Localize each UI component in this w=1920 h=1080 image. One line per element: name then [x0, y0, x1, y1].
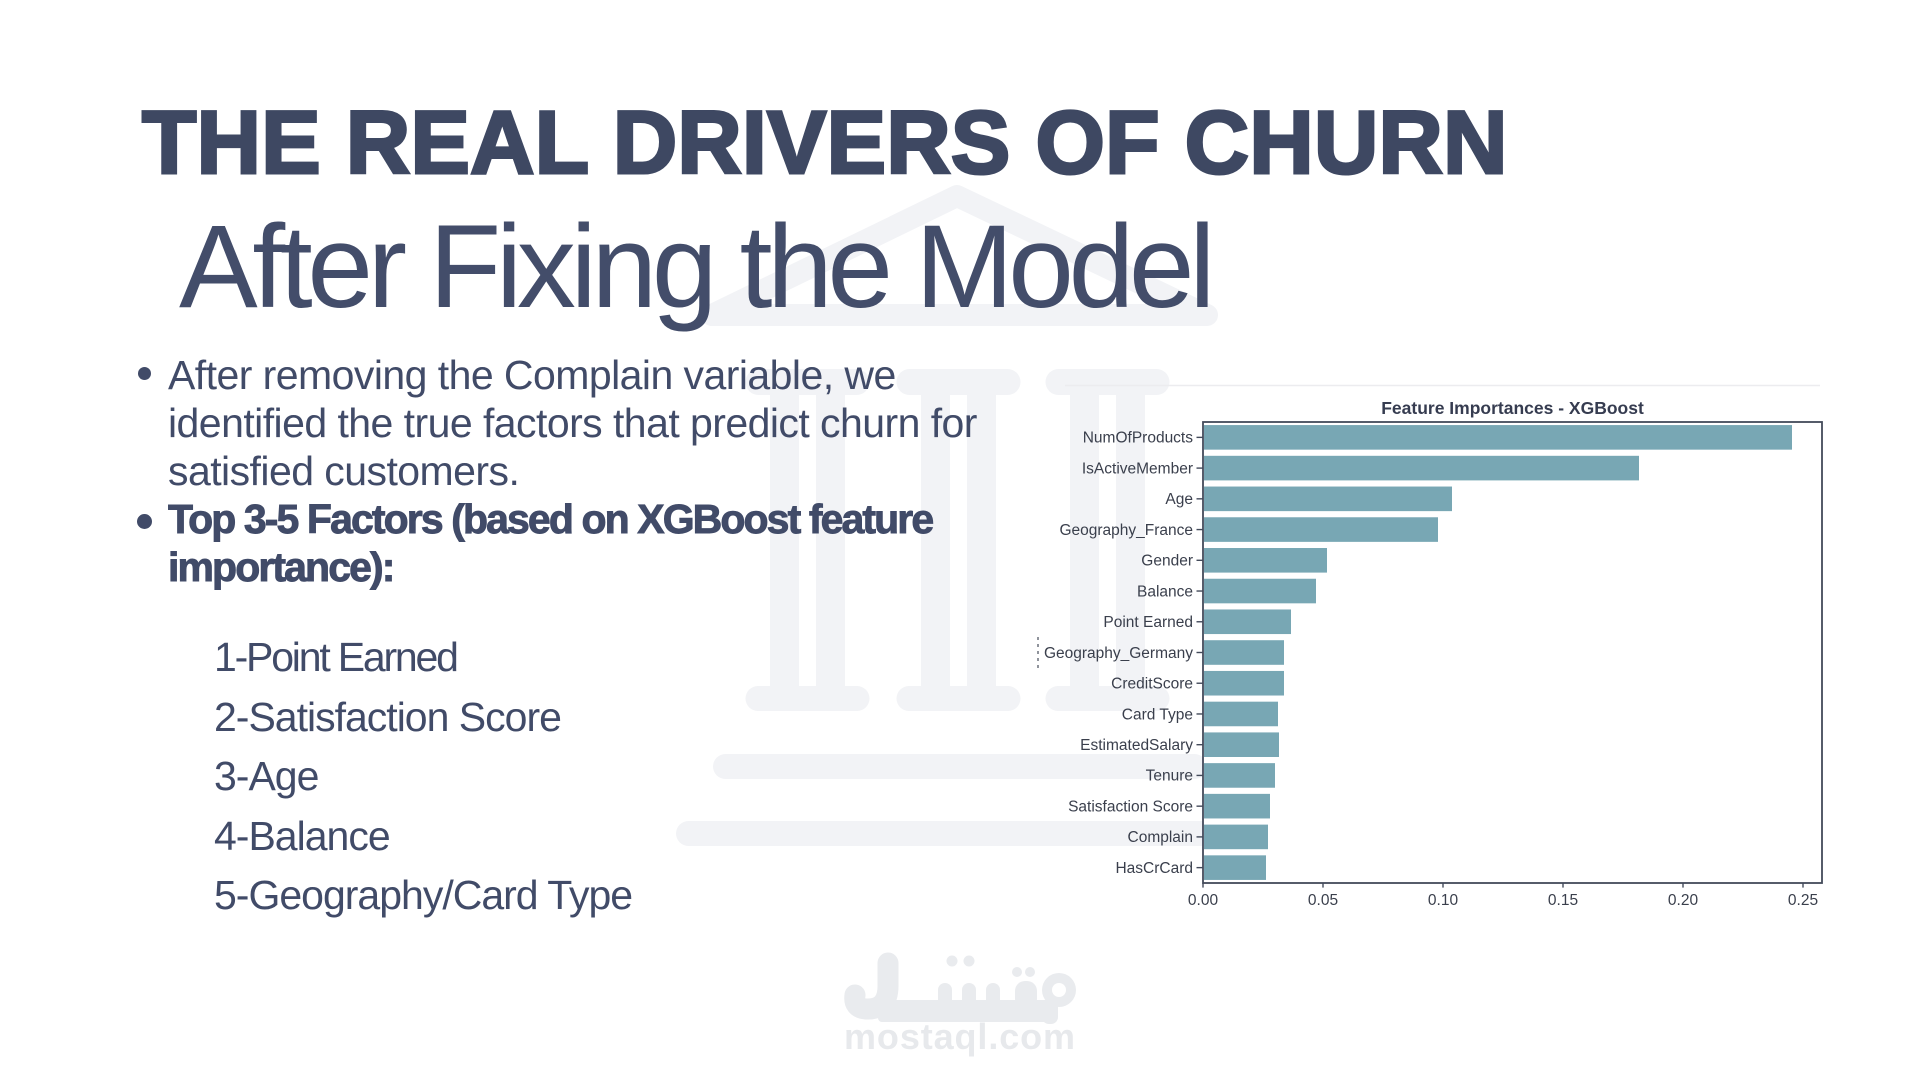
svg-text:Feature Importances - XGBoost: Feature Importances - XGBoost: [1381, 398, 1644, 418]
svg-text:mostaql.com: mostaql.com: [844, 1016, 1076, 1057]
svg-text:Point Earned: Point Earned: [1103, 614, 1193, 631]
svg-text:0.10: 0.10: [1428, 892, 1459, 909]
svg-text:0.05: 0.05: [1308, 892, 1338, 909]
svg-text:0.00: 0.00: [1188, 892, 1219, 909]
svg-text:CreditScore: CreditScore: [1111, 676, 1193, 693]
svg-text:NumOfProducts: NumOfProducts: [1083, 430, 1194, 447]
svg-text:HasCrCard: HasCrCard: [1115, 860, 1193, 877]
svg-text:Tenure: Tenure: [1146, 768, 1193, 785]
svg-text:0.15: 0.15: [1548, 892, 1578, 909]
svg-text:0.25: 0.25: [1788, 892, 1818, 909]
svg-text:Satisfaction Score: Satisfaction Score: [1068, 798, 1193, 815]
svg-text:Geography_France: Geography_France: [1059, 522, 1193, 539]
svg-text:Card Type: Card Type: [1122, 706, 1193, 723]
svg-text:Gender: Gender: [1141, 553, 1193, 570]
svg-text:Balance: Balance: [1137, 583, 1193, 600]
svg-text:Geography_Germany: Geography_Germany: [1044, 645, 1193, 662]
svg-text:IsActiveMember: IsActiveMember: [1082, 460, 1193, 477]
svg-text:Complain: Complain: [1128, 829, 1193, 846]
svg-text:EstimatedSalary: EstimatedSalary: [1080, 737, 1193, 754]
svg-text:0.20: 0.20: [1668, 892, 1699, 909]
svg-text:Age: Age: [1165, 491, 1193, 508]
